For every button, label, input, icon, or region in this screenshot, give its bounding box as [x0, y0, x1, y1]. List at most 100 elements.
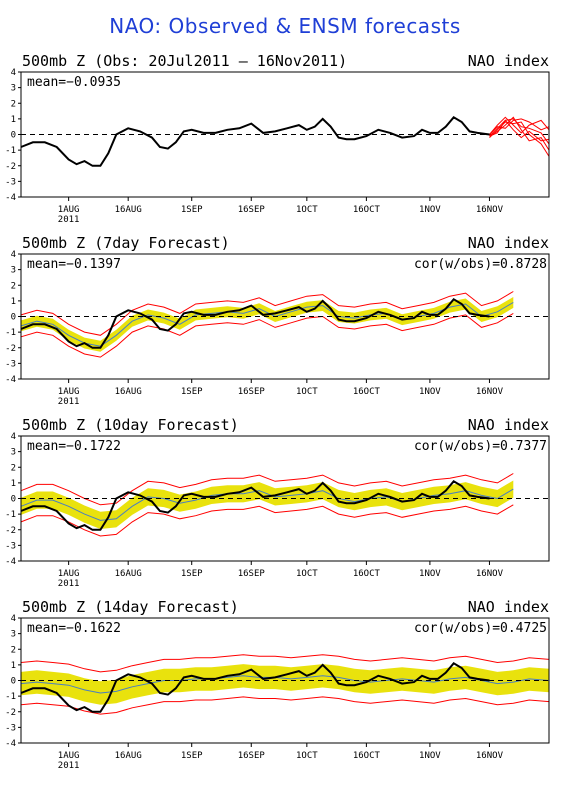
- y-tick-label: 3: [11, 266, 16, 276]
- y-tick-label: -4: [5, 739, 16, 749]
- ensemble-lower-bound: [20, 696, 550, 715]
- x-tick-label: 16SEP: [238, 569, 266, 579]
- ensemble-upper-bound: [20, 473, 514, 506]
- x-tick-label: 1AUG: [58, 751, 80, 761]
- correlation-annotation: cor(w/obs)=0.7377: [414, 439, 547, 454]
- y-tick-label: -2: [5, 526, 16, 536]
- y-tick-label: 0: [11, 131, 16, 141]
- y-tick-label: -1: [5, 692, 16, 702]
- x-tick-label: 1SEP: [181, 569, 203, 579]
- x-tick-label: 16NOV: [476, 205, 504, 215]
- x-tick-label: 16OCT: [353, 569, 381, 579]
- panel-observed: 500mb Z (Obs: 20Jul2011 – 16Nov2011) NAO …: [5, 52, 550, 225]
- x-tick-label: 1SEP: [181, 751, 203, 761]
- panel-right-title: NAO index: [468, 234, 549, 252]
- x-tick-year: 2011: [58, 761, 80, 771]
- mean-annotation: mean=−0.0935: [27, 75, 121, 90]
- x-tick-label: 1AUG: [58, 205, 80, 215]
- y-tick-label: 0: [11, 677, 16, 687]
- x-tick-label: 1OCT: [296, 569, 318, 579]
- y-tick-label: 2: [11, 463, 16, 473]
- y-tick-label: 4: [11, 68, 16, 78]
- panel-14day-forecast: 500mb Z (14day Forecast) NAO index -4 -3 -2 -…: [5, 598, 550, 771]
- y-tick-label: 1: [11, 661, 16, 671]
- y-tick-label: -2: [5, 344, 16, 354]
- ensemble-lower-bound: [20, 312, 514, 358]
- x-tick-label: 16OCT: [353, 387, 381, 397]
- y-tick-label: 2: [11, 281, 16, 291]
- x-tick-label: 16SEP: [238, 387, 266, 397]
- mean-annotation: mean=−0.1622: [27, 621, 121, 636]
- x-tick-label: 1OCT: [296, 751, 318, 761]
- x-tick-label: 16AUG: [115, 751, 142, 761]
- ensemble-lower-bound: [20, 504, 514, 537]
- x-tick-label: 1OCT: [296, 205, 318, 215]
- ensemble-upper-bound: [20, 291, 514, 336]
- y-tick-label: -3: [5, 723, 16, 733]
- y-tick-label: 3: [11, 84, 16, 94]
- panel-10day-forecast: 500mb Z (10day Forecast) NAO index -4 -3 -2 -…: [5, 416, 550, 589]
- x-tick-label: 16SEP: [238, 751, 266, 761]
- correlation-annotation: cor(w/obs)=0.8728: [414, 257, 547, 272]
- x-tick-label: 16NOV: [476, 387, 504, 397]
- y-tick-label: -2: [5, 708, 16, 718]
- ensemble-mean-line: [20, 675, 550, 694]
- forecast-member-line: [489, 118, 550, 135]
- x-tick-label: 1NOV: [419, 205, 441, 215]
- panel-title: 500mb Z (10day Forecast): [22, 416, 239, 434]
- y-tick-label: 0: [11, 313, 16, 323]
- observed-line: [20, 298, 490, 349]
- y-tick-label: -1: [5, 146, 16, 156]
- observed-line: [20, 662, 490, 713]
- x-tick-year: 2011: [58, 579, 80, 589]
- x-tick-label: 16OCT: [353, 205, 381, 215]
- y-tick-label: 4: [11, 432, 16, 442]
- panel-right-title: NAO index: [468, 598, 549, 616]
- x-tick-label: 16AUG: [115, 205, 142, 215]
- observed-line: [20, 116, 490, 167]
- mean-annotation: mean=−0.1722: [27, 439, 121, 454]
- x-tick-label: 1NOV: [419, 387, 441, 397]
- x-tick-label: 16SEP: [238, 205, 266, 215]
- y-tick-label: 2: [11, 645, 16, 655]
- forecast-member-line: [489, 116, 550, 135]
- y-tick-label: 2: [11, 99, 16, 109]
- x-tick-label: 1SEP: [181, 387, 203, 397]
- y-tick-label: -4: [5, 375, 16, 385]
- panel-7day-forecast: 500mb Z (7day Forecast) NAO index -4 -3 -2 -1…: [5, 234, 550, 407]
- y-tick-label: 1: [11, 479, 16, 489]
- x-tick-label: 1NOV: [419, 751, 441, 761]
- mean-annotation: mean=−0.1397: [27, 257, 121, 272]
- y-tick-label: -2: [5, 162, 16, 172]
- x-tick-label: 1AUG: [58, 387, 80, 397]
- y-tick-label: -1: [5, 510, 16, 520]
- y-tick-label: 1: [11, 115, 16, 125]
- y-tick-label: -3: [5, 359, 16, 369]
- page-title: NAO: Observed & ENSM forecasts: [109, 14, 461, 38]
- panel-right-title: NAO index: [468, 416, 549, 434]
- correlation-annotation: cor(w/obs)=0.4725: [414, 621, 547, 636]
- observed-line: [20, 480, 490, 531]
- x-tick-label: 1AUG: [58, 569, 80, 579]
- y-tick-label: -4: [5, 557, 16, 567]
- panel-title: 500mb Z (7day Forecast): [22, 234, 230, 252]
- x-tick-label: 16AUG: [115, 387, 142, 397]
- panel-title: 500mb Z (Obs: 20Jul2011 – 16Nov2011): [22, 52, 347, 70]
- x-tick-label: 1OCT: [296, 387, 318, 397]
- y-tick-label: 1: [11, 297, 16, 307]
- y-tick-label: -3: [5, 177, 16, 187]
- spread-band: [21, 664, 549, 705]
- y-tick-label: 0: [11, 495, 16, 505]
- x-tick-label: 1SEP: [181, 205, 203, 215]
- y-tick-label: -4: [5, 193, 16, 203]
- ensemble-upper-bound: [20, 654, 550, 673]
- x-tick-label: 16NOV: [476, 751, 504, 761]
- x-tick-label: 16NOV: [476, 569, 504, 579]
- y-tick-label: 4: [11, 614, 16, 624]
- y-tick-label: 3: [11, 448, 16, 458]
- forecast-member-line: [489, 119, 550, 142]
- spread-band: [21, 297, 514, 352]
- panel-title: 500mb Z (14day Forecast): [22, 598, 239, 616]
- x-tick-label: 16AUG: [115, 569, 142, 579]
